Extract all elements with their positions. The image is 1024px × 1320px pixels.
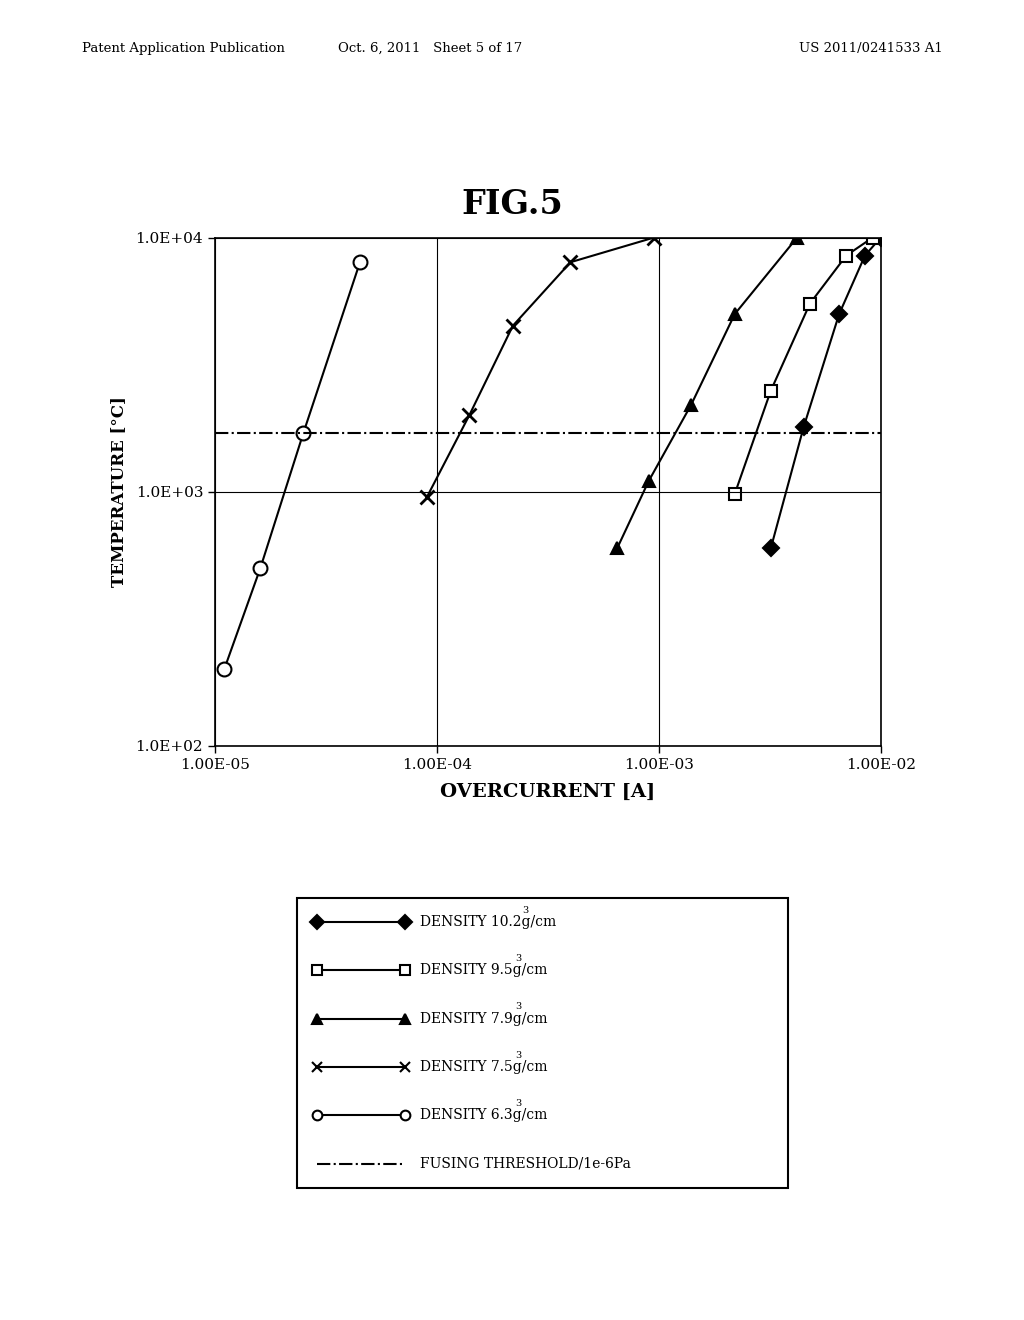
Text: 3: 3	[516, 1051, 522, 1060]
Text: DENSITY 9.5g/cm: DENSITY 9.5g/cm	[420, 964, 547, 977]
Text: FUSING THRESHOLD/1e-6Pa: FUSING THRESHOLD/1e-6Pa	[420, 1156, 631, 1171]
Text: 3: 3	[516, 954, 522, 964]
Text: DENSITY 6.3g/cm: DENSITY 6.3g/cm	[420, 1109, 547, 1122]
Text: DENSITY 7.5g/cm: DENSITY 7.5g/cm	[420, 1060, 548, 1074]
Text: US 2011/0241533 A1: US 2011/0241533 A1	[799, 42, 942, 55]
Text: 3: 3	[522, 906, 528, 915]
Text: 3: 3	[516, 1100, 522, 1109]
Text: Oct. 6, 2011   Sheet 5 of 17: Oct. 6, 2011 Sheet 5 of 17	[338, 42, 522, 55]
X-axis label: OVERCURRENT [A]: OVERCURRENT [A]	[440, 783, 655, 801]
Y-axis label: TEMPERATURE [°C]: TEMPERATURE [°C]	[111, 396, 127, 587]
Text: DENSITY 10.2g/cm: DENSITY 10.2g/cm	[420, 915, 556, 929]
Text: 3: 3	[516, 1002, 522, 1011]
Text: FIG.5: FIG.5	[461, 189, 563, 222]
Text: Patent Application Publication: Patent Application Publication	[82, 42, 285, 55]
Text: DENSITY 7.9g/cm: DENSITY 7.9g/cm	[420, 1011, 548, 1026]
